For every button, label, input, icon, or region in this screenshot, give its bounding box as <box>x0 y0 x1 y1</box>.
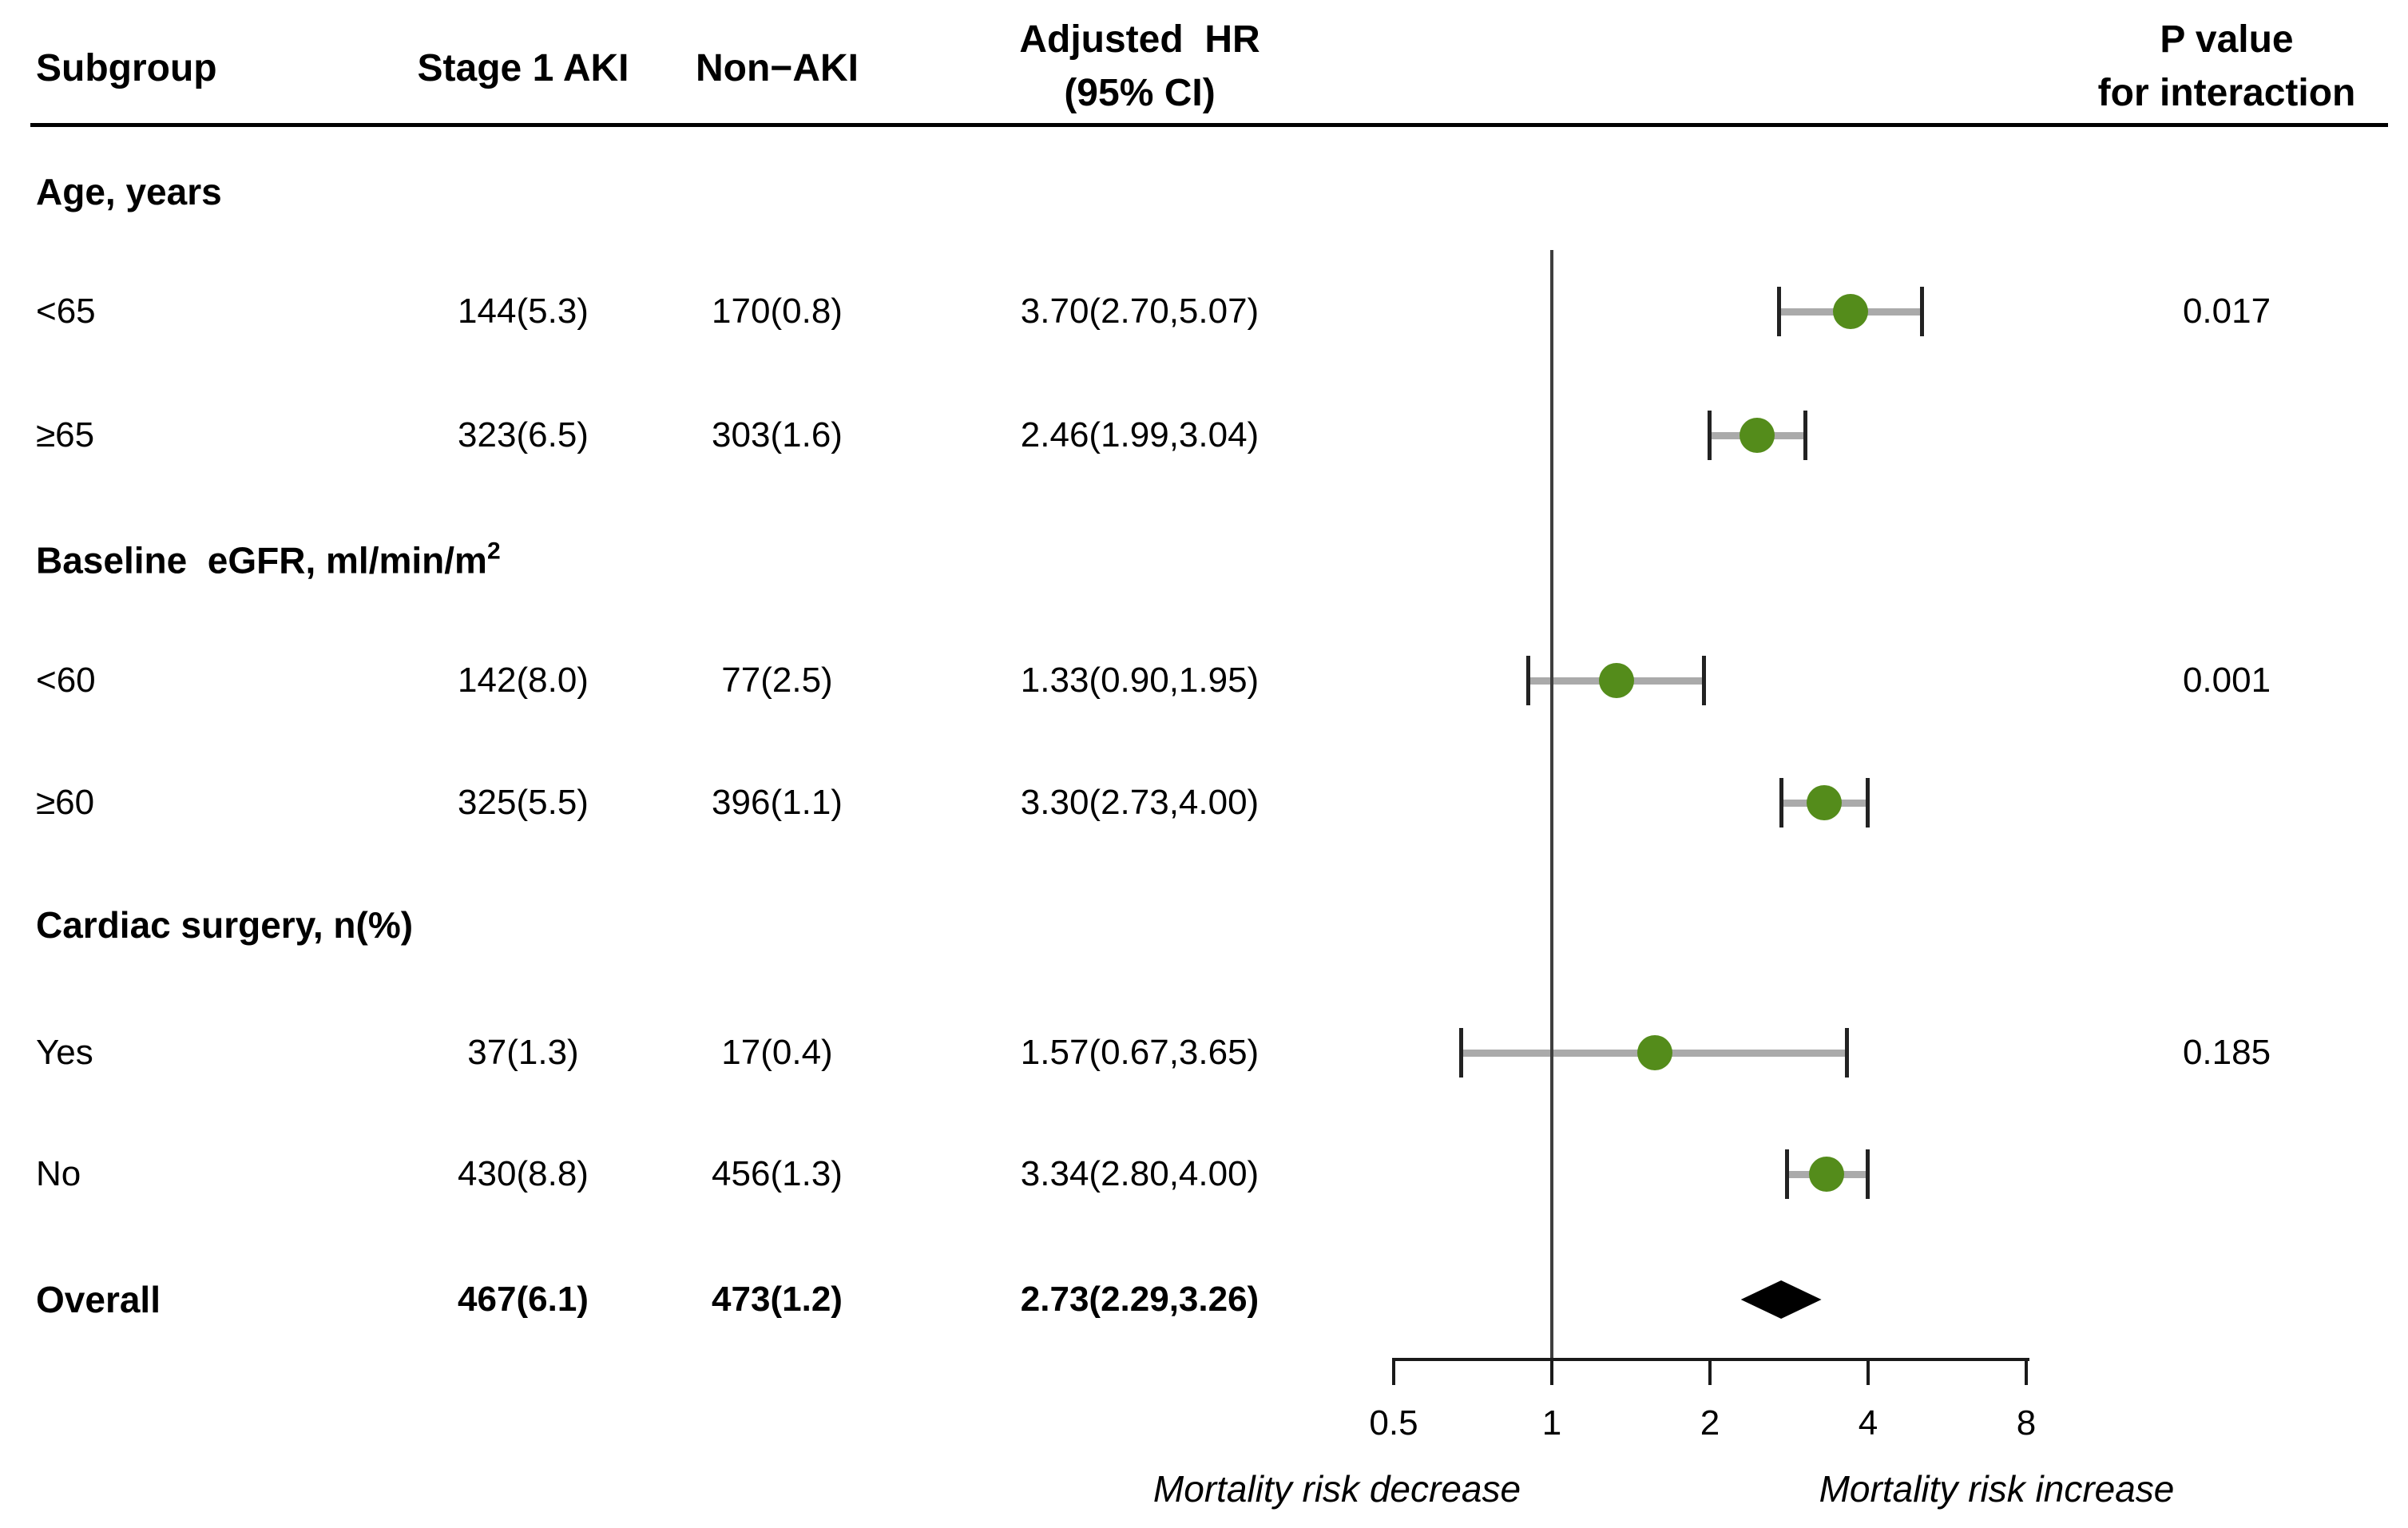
cell-adjusted-hr: 2.46(1.99,3.04) <box>1020 415 1260 454</box>
cell-p-value: 0.185 <box>2182 1033 2271 1072</box>
row-label-no: No <box>36 1154 81 1193</box>
cell-stage1-aki: 144(5.3) <box>458 292 589 331</box>
column-header-p-value-line2: for interaction <box>2097 72 2356 114</box>
ci-cap-right <box>1701 656 1706 705</box>
cell-non-aki: 473(1.2) <box>712 1280 843 1319</box>
row-label-<60: <60 <box>36 661 96 700</box>
cell-non-aki: 456(1.3) <box>712 1154 843 1193</box>
hr-point <box>1807 785 1843 820</box>
hr-point <box>1740 418 1775 453</box>
axis-tick-label-2: 2 <box>1700 1403 1720 1443</box>
axis-caption-risk-increase: Mortality risk increase <box>1819 1468 2175 1510</box>
header-divider <box>30 123 2388 127</box>
row-label-≥60: ≥60 <box>36 783 95 822</box>
superscript: 2 <box>486 538 501 565</box>
ci-cap-right <box>1866 778 1870 828</box>
axis-tick-label-4: 4 <box>1858 1403 1878 1443</box>
cell-adjusted-hr: 3.30(2.73,4.00) <box>1020 783 1260 822</box>
cell-adjusted-hr: 1.57(0.67,3.65) <box>1020 1033 1260 1072</box>
hr-point <box>1809 1157 1845 1192</box>
ci-cap-right <box>1919 287 1924 336</box>
cell-non-aki: 303(1.6) <box>712 415 843 454</box>
column-header-adjusted-hr-line2: (95% CI) <box>1064 72 1216 114</box>
axis-tick-1 <box>1550 1359 1553 1385</box>
cell-non-aki: 396(1.1) <box>712 783 843 822</box>
ci-cap-right <box>1844 1028 1849 1078</box>
axis-tick-label-1: 1 <box>1541 1403 1562 1443</box>
cell-adjusted-hr: 3.70(2.70,5.07) <box>1020 292 1260 331</box>
overall-diamond <box>1740 1280 1822 1319</box>
row-label-overall: Overall <box>36 1279 161 1320</box>
row-label-≥65: ≥65 <box>36 415 95 454</box>
cell-non-aki: 17(0.4) <box>721 1033 833 1072</box>
ci-cap-right <box>1866 1149 1870 1199</box>
ci-cap-left <box>1707 411 1712 460</box>
axis-tick-label-8: 8 <box>2016 1403 2037 1443</box>
ci-cap-left <box>1458 1028 1463 1078</box>
axis-tick-0.5 <box>1392 1359 1395 1385</box>
ci-cap-left <box>1785 1149 1790 1199</box>
cell-stage1-aki: 467(6.1) <box>458 1280 589 1319</box>
column-header-subgroup: Subgroup <box>36 47 217 89</box>
column-header-non-aki: Non−AKI <box>696 47 859 89</box>
cell-non-aki: 170(0.8) <box>712 292 843 331</box>
ci-cap-left <box>1779 778 1783 828</box>
cell-adjusted-hr: 3.34(2.80,4.00) <box>1020 1154 1260 1193</box>
cell-stage1-aki: 325(5.5) <box>458 783 589 822</box>
ci-cap-left <box>1776 287 1781 336</box>
column-header-p-value-line1: P value <box>2160 18 2294 61</box>
cell-p-value: 0.001 <box>2182 661 2271 700</box>
cell-adjusted-hr: 2.73(2.29,3.26) <box>1020 1280 1260 1319</box>
hr-point <box>1636 1035 1672 1070</box>
ci-cap-right <box>1803 411 1807 460</box>
hr-point <box>1599 663 1635 698</box>
cell-stage1-aki: 142(8.0) <box>458 661 589 700</box>
axis-tick-label-0.5: 0.5 <box>1369 1403 1418 1443</box>
axis-tick-2 <box>1708 1359 1712 1385</box>
row-label-baseline-egfr-ml-min-m: Baseline eGFR, ml/min/m2 <box>36 538 501 581</box>
hr-point <box>1832 294 1868 329</box>
cell-adjusted-hr: 1.33(0.90,1.95) <box>1020 661 1260 700</box>
cell-non-aki: 77(2.5) <box>721 661 833 700</box>
cell-stage1-aki: 323(6.5) <box>458 415 589 454</box>
row-label-cardiac-surgery-n-: Cardiac surgery, n(%) <box>36 904 414 946</box>
cell-stage1-aki: 37(1.3) <box>467 1033 579 1072</box>
axis-tick-8 <box>2025 1359 2028 1385</box>
column-header-adjusted-hr-line1: Adjusted HR <box>1019 18 1260 61</box>
reference-line-hr1 <box>1550 250 1553 1359</box>
row-label-yes: Yes <box>36 1033 93 1072</box>
cell-p-value: 0.017 <box>2182 292 2271 331</box>
cell-stage1-aki: 430(8.8) <box>458 1154 589 1193</box>
row-label-<65: <65 <box>36 292 96 331</box>
ci-cap-left <box>1525 656 1530 705</box>
axis-tick-4 <box>1866 1359 1870 1385</box>
row-label-age-years: Age, years <box>36 171 222 212</box>
axis-caption-risk-decrease: Mortality risk decrease <box>1152 1468 1521 1510</box>
column-header-stage1-aki: Stage 1 AKI <box>417 47 629 89</box>
